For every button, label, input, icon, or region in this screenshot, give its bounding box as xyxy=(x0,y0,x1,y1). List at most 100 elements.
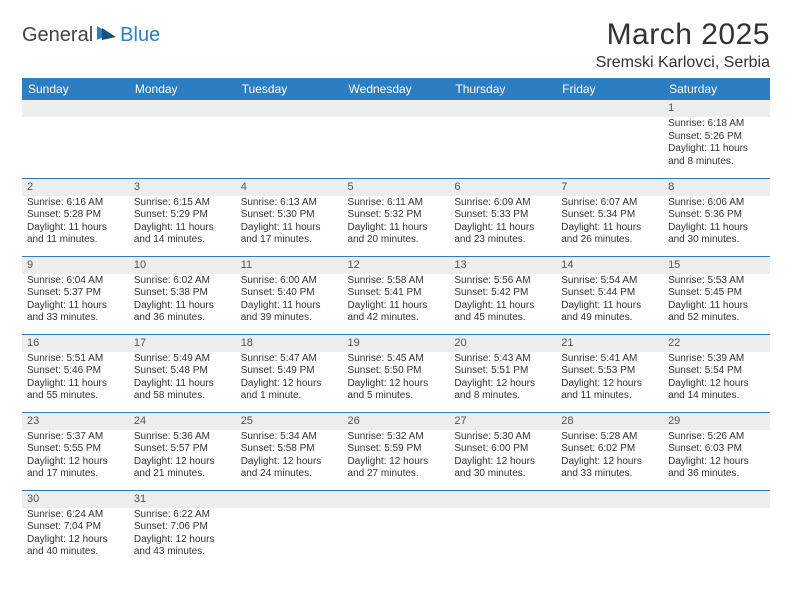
day-line: Daylight: 12 hours and 40 minutes. xyxy=(27,534,124,559)
day-line: Sunset: 6:03 PM xyxy=(668,443,765,456)
day-number xyxy=(129,100,236,117)
day-line: Sunset: 5:57 PM xyxy=(134,443,231,456)
day-number: 27 xyxy=(449,413,556,430)
weekday-header: Monday xyxy=(129,78,236,100)
day-body: Sunrise: 5:43 AMSunset: 5:51 PMDaylight:… xyxy=(449,352,556,405)
day-body: Sunrise: 5:32 AMSunset: 5:59 PMDaylight:… xyxy=(343,430,450,483)
day-number xyxy=(343,491,450,508)
day-line: Sunrise: 5:28 AM xyxy=(561,431,658,444)
day-body: Sunrise: 5:56 AMSunset: 5:42 PMDaylight:… xyxy=(449,274,556,327)
header: General Blue March 2025 Sremski Karlovci… xyxy=(22,18,770,72)
calendar-day-cell: 22Sunrise: 5:39 AMSunset: 5:54 PMDayligh… xyxy=(663,334,770,412)
calendar-day-cell: 24Sunrise: 5:36 AMSunset: 5:57 PMDayligh… xyxy=(129,412,236,490)
day-line: Daylight: 12 hours and 1 minute. xyxy=(241,378,338,403)
day-line: Sunset: 5:34 PM xyxy=(561,209,658,222)
day-number: 29 xyxy=(663,413,770,430)
calendar-day-cell: 21Sunrise: 5:41 AMSunset: 5:53 PMDayligh… xyxy=(556,334,663,412)
day-line: Sunrise: 5:49 AM xyxy=(134,353,231,366)
day-body: Sunrise: 5:36 AMSunset: 5:57 PMDaylight:… xyxy=(129,430,236,483)
day-line: Sunset: 7:04 PM xyxy=(27,521,124,534)
day-line: Sunset: 5:58 PM xyxy=(241,443,338,456)
logo-text-blue: Blue xyxy=(120,24,160,47)
day-line: Sunrise: 6:16 AM xyxy=(27,197,124,210)
day-body: Sunrise: 5:39 AMSunset: 5:54 PMDaylight:… xyxy=(663,352,770,405)
calendar-day-cell: 6Sunrise: 6:09 AMSunset: 5:33 PMDaylight… xyxy=(449,178,556,256)
day-line: Daylight: 12 hours and 24 minutes. xyxy=(241,456,338,481)
day-line: Sunset: 5:38 PM xyxy=(134,287,231,300)
day-line: Sunrise: 6:13 AM xyxy=(241,197,338,210)
day-body: Sunrise: 6:09 AMSunset: 5:33 PMDaylight:… xyxy=(449,196,556,249)
day-line: Sunrise: 5:26 AM xyxy=(668,431,765,444)
day-number xyxy=(556,100,663,117)
logo: General Blue xyxy=(22,24,160,47)
day-line: Sunrise: 6:07 AM xyxy=(561,197,658,210)
logo-text-dark: General xyxy=(22,24,93,47)
day-body: Sunrise: 5:30 AMSunset: 6:00 PMDaylight:… xyxy=(449,430,556,483)
day-line: Sunrise: 5:41 AM xyxy=(561,353,658,366)
day-body: Sunrise: 6:00 AMSunset: 5:40 PMDaylight:… xyxy=(236,274,343,327)
weekday-header: Wednesday xyxy=(343,78,450,100)
day-number: 25 xyxy=(236,413,343,430)
weekday-header: Saturday xyxy=(663,78,770,100)
calendar-day-cell: 16Sunrise: 5:51 AMSunset: 5:46 PMDayligh… xyxy=(22,334,129,412)
day-line: Sunset: 5:49 PM xyxy=(241,365,338,378)
calendar-day-cell xyxy=(236,490,343,568)
day-line: Sunrise: 6:22 AM xyxy=(134,509,231,522)
day-line: Daylight: 12 hours and 5 minutes. xyxy=(348,378,445,403)
day-number: 15 xyxy=(663,257,770,274)
day-number: 4 xyxy=(236,179,343,196)
day-line: Daylight: 12 hours and 14 minutes. xyxy=(668,378,765,403)
day-line: Sunrise: 5:58 AM xyxy=(348,275,445,288)
day-line: Daylight: 12 hours and 21 minutes. xyxy=(134,456,231,481)
day-line: Sunrise: 6:24 AM xyxy=(27,509,124,522)
day-line: Daylight: 11 hours and 55 minutes. xyxy=(27,378,124,403)
calendar-week-row: 23Sunrise: 5:37 AMSunset: 5:55 PMDayligh… xyxy=(22,412,770,490)
day-line: Sunrise: 5:54 AM xyxy=(561,275,658,288)
day-number xyxy=(343,100,450,117)
day-number: 10 xyxy=(129,257,236,274)
calendar-day-cell: 9Sunrise: 6:04 AMSunset: 5:37 PMDaylight… xyxy=(22,256,129,334)
day-line: Sunset: 5:46 PM xyxy=(27,365,124,378)
calendar-week-row: 1Sunrise: 6:18 AMSunset: 5:26 PMDaylight… xyxy=(22,100,770,178)
weekday-header: Tuesday xyxy=(236,78,343,100)
day-line: Daylight: 11 hours and 58 minutes. xyxy=(134,378,231,403)
day-line: Daylight: 11 hours and 14 minutes. xyxy=(134,222,231,247)
day-body: Sunrise: 6:18 AMSunset: 5:26 PMDaylight:… xyxy=(663,117,770,170)
day-body: Sunrise: 5:37 AMSunset: 5:55 PMDaylight:… xyxy=(22,430,129,483)
day-line: Sunset: 5:32 PM xyxy=(348,209,445,222)
calendar-day-cell: 15Sunrise: 5:53 AMSunset: 5:45 PMDayligh… xyxy=(663,256,770,334)
day-line: Sunset: 5:44 PM xyxy=(561,287,658,300)
day-line: Sunset: 5:40 PM xyxy=(241,287,338,300)
day-line: Sunset: 5:37 PM xyxy=(27,287,124,300)
calendar-day-cell xyxy=(236,100,343,178)
calendar-day-cell: 2Sunrise: 6:16 AMSunset: 5:28 PMDaylight… xyxy=(22,178,129,256)
day-line: Sunset: 5:28 PM xyxy=(27,209,124,222)
calendar-day-cell: 18Sunrise: 5:47 AMSunset: 5:49 PMDayligh… xyxy=(236,334,343,412)
day-line: Sunset: 5:36 PM xyxy=(668,209,765,222)
day-number: 8 xyxy=(663,179,770,196)
day-number: 17 xyxy=(129,335,236,352)
day-line: Daylight: 11 hours and 36 minutes. xyxy=(134,300,231,325)
weekday-header: Friday xyxy=(556,78,663,100)
day-line: Daylight: 12 hours and 43 minutes. xyxy=(134,534,231,559)
day-line: Sunrise: 5:51 AM xyxy=(27,353,124,366)
day-line: Sunrise: 5:34 AM xyxy=(241,431,338,444)
day-line: Sunset: 5:50 PM xyxy=(348,365,445,378)
day-body: Sunrise: 6:13 AMSunset: 5:30 PMDaylight:… xyxy=(236,196,343,249)
day-line: Daylight: 11 hours and 42 minutes. xyxy=(348,300,445,325)
day-number: 20 xyxy=(449,335,556,352)
day-body: Sunrise: 5:26 AMSunset: 6:03 PMDaylight:… xyxy=(663,430,770,483)
day-line: Daylight: 11 hours and 45 minutes. xyxy=(454,300,551,325)
calendar-week-row: 2Sunrise: 6:16 AMSunset: 5:28 PMDaylight… xyxy=(22,178,770,256)
day-line: Sunrise: 6:04 AM xyxy=(27,275,124,288)
day-body: Sunrise: 5:28 AMSunset: 6:02 PMDaylight:… xyxy=(556,430,663,483)
calendar-day-cell: 31Sunrise: 6:22 AMSunset: 7:06 PMDayligh… xyxy=(129,490,236,568)
calendar-day-cell xyxy=(22,100,129,178)
calendar-day-cell: 13Sunrise: 5:56 AMSunset: 5:42 PMDayligh… xyxy=(449,256,556,334)
calendar-day-cell xyxy=(129,100,236,178)
calendar-week-row: 9Sunrise: 6:04 AMSunset: 5:37 PMDaylight… xyxy=(22,256,770,334)
calendar-day-cell: 30Sunrise: 6:24 AMSunset: 7:04 PMDayligh… xyxy=(22,490,129,568)
calendar-day-cell: 3Sunrise: 6:15 AMSunset: 5:29 PMDaylight… xyxy=(129,178,236,256)
calendar-day-cell: 19Sunrise: 5:45 AMSunset: 5:50 PMDayligh… xyxy=(343,334,450,412)
calendar-day-cell: 11Sunrise: 6:00 AMSunset: 5:40 PMDayligh… xyxy=(236,256,343,334)
